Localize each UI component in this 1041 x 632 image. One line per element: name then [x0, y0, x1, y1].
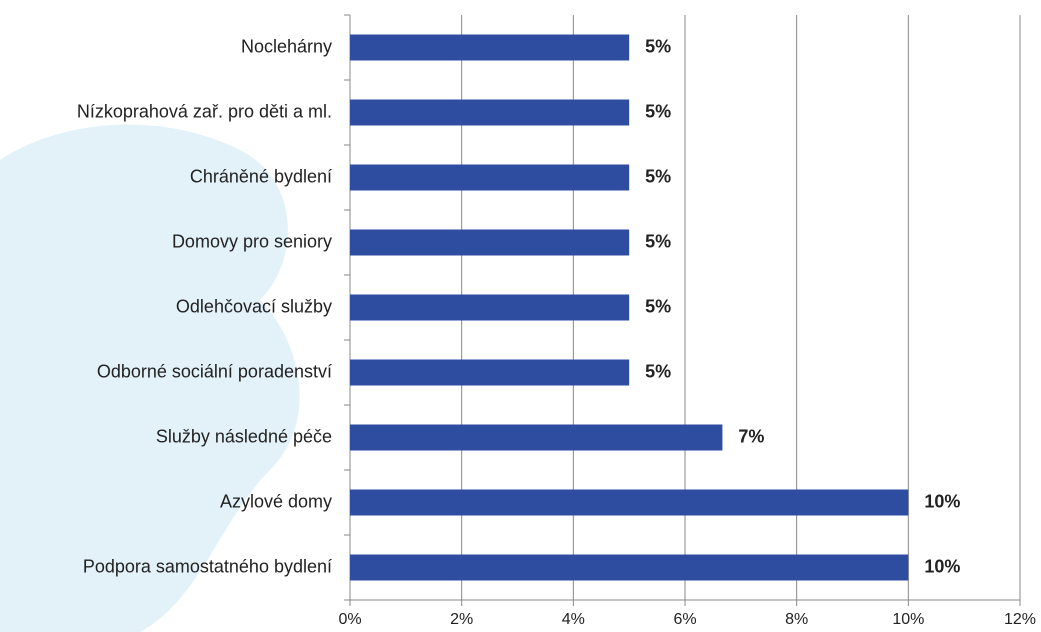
category-label: Odborné sociální poradenství	[97, 361, 332, 381]
bar	[350, 34, 630, 61]
value-label: 10%	[924, 556, 960, 576]
x-tick-label: 0%	[338, 611, 361, 628]
category-label: Podpora samostatného bydlení	[83, 556, 332, 576]
category-label: Odlehčovací služby	[176, 296, 332, 316]
category-label: Noclehárny	[241, 36, 332, 56]
value-label: 5%	[645, 166, 671, 186]
x-tick-label: 6%	[673, 611, 696, 628]
bar	[350, 99, 630, 126]
category-label: Chráněné bydlení	[190, 166, 332, 186]
bar	[350, 164, 630, 191]
value-label: 5%	[645, 101, 671, 121]
value-label: 5%	[645, 296, 671, 316]
bar	[350, 294, 630, 321]
category-label: Domovy pro seniory	[172, 231, 332, 251]
background-shape	[0, 124, 300, 632]
value-label: 10%	[924, 491, 960, 511]
value-label: 5%	[645, 231, 671, 251]
x-tick-label: 12%	[1004, 611, 1036, 628]
bar	[350, 229, 630, 256]
value-label: 5%	[645, 361, 671, 381]
category-label: Služby následné péče	[156, 426, 332, 446]
bar	[350, 489, 909, 516]
bar	[350, 424, 723, 451]
bar	[350, 359, 630, 386]
category-label: Azylové domy	[220, 491, 332, 511]
category-label: Nízkoprahová zař. pro děti a ml.	[77, 101, 332, 121]
x-tick-label: 4%	[562, 611, 585, 628]
x-tick-label: 8%	[785, 611, 808, 628]
x-tick-label: 10%	[892, 611, 924, 628]
value-label: 5%	[645, 36, 671, 56]
value-label: 7%	[738, 426, 764, 446]
x-tick-label: 2%	[450, 611, 473, 628]
bar	[350, 554, 909, 581]
